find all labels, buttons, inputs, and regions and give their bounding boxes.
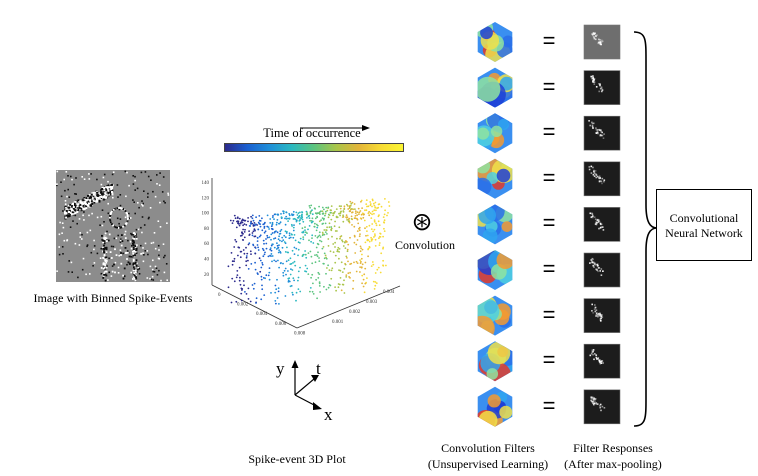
axes-orientation-icon: y t x	[276, 359, 333, 422]
equals-sign: =	[542, 28, 556, 53]
filter-hexagon	[477, 295, 513, 336]
z-tick-label: 100	[202, 212, 210, 217]
colorbar-label: Time of occurrence	[263, 126, 361, 140]
z-tick-label: 80	[204, 227, 210, 232]
filter-response-map	[583, 161, 621, 197]
filter-response-map	[583, 24, 621, 60]
equals-sign: =	[542, 392, 556, 418]
spike-3d-plot: 140 120 100 80 60 40 20 0 0.002 0.004 0.006 0.008 0.…	[202, 178, 401, 336]
filter-response-map	[583, 70, 621, 105]
filter-hexagon	[477, 204, 513, 245]
filter-responses	[583, 24, 621, 425]
axis-t-label: t	[316, 359, 321, 378]
filter-hexagon	[477, 341, 513, 382]
responses-caption-line1: Filter Responses	[573, 441, 653, 455]
filter-response-map	[583, 298, 621, 333]
y-tick-label: 0.004	[383, 290, 395, 295]
axis-y-label: y	[276, 359, 285, 378]
z-tick-label: 20	[204, 273, 210, 278]
equals-sign: =	[542, 164, 556, 190]
filter-response-map	[583, 343, 621, 379]
filter-hexagon	[477, 386, 513, 427]
z-tick-label: 40	[204, 258, 210, 263]
filter-response-map	[583, 252, 621, 288]
equals-sign: =	[542, 210, 556, 236]
convolution-label: Convolution	[394, 238, 455, 252]
filter-hexagon	[477, 158, 513, 199]
cnn-box: Convolutional Neural Network	[656, 189, 752, 261]
x-axis-line	[211, 284, 298, 329]
filter-response-map	[583, 115, 621, 151]
cnn-label-line2: Neural Network	[665, 226, 743, 240]
x-tick-label: 0.002	[237, 303, 249, 308]
equals-sign: =	[542, 256, 556, 281]
filter-hexagon	[477, 250, 513, 290]
x-tick-label: 0	[218, 293, 221, 298]
x-tick-label: 0.004	[256, 312, 268, 317]
x-tick-label: 0.008	[294, 331, 306, 336]
filter-response-map	[583, 389, 621, 425]
convolution-filters	[477, 22, 513, 427]
time-arrow-icon	[300, 125, 370, 131]
z-tick-label: 120	[202, 196, 210, 201]
z-tick-label: 60	[204, 242, 210, 247]
binned-spike-image	[56, 170, 170, 282]
cnn-label-line1: Convolutional	[669, 211, 739, 225]
filter-response-map	[583, 207, 621, 242]
filter-hexagon	[477, 113, 513, 154]
grouping-brace	[633, 31, 658, 427]
y-tick-label: 0.002	[349, 310, 361, 315]
plot-caption: Spike-event 3D Plot	[248, 452, 346, 466]
y-axis-line	[296, 285, 401, 329]
equals-sign: =	[542, 347, 556, 373]
axis-x-label: x	[324, 405, 333, 422]
filters-caption-line1: Convolution Filters	[441, 441, 535, 455]
image-caption: Image with Binned Spike-Events	[33, 291, 193, 305]
filter-hexagon	[477, 22, 513, 62]
y-tick-label: 0.003	[366, 300, 378, 305]
z-tick-label: 140	[202, 181, 210, 186]
x-tick-label: 0.006	[275, 322, 287, 327]
colorbar	[224, 143, 404, 152]
convolution-operator-icon: ⊛	[411, 207, 433, 236]
equals-sign: =	[542, 119, 556, 145]
equals-sign: =	[542, 73, 556, 99]
filter-hexagon	[477, 67, 513, 108]
y-tick-label: 0.001	[332, 320, 344, 325]
equals-sign: =	[542, 301, 556, 327]
filters-caption-line2: (Unsupervised Learning)	[427, 457, 549, 471]
responses-caption-line2: (After max-pooling)	[564, 457, 662, 471]
